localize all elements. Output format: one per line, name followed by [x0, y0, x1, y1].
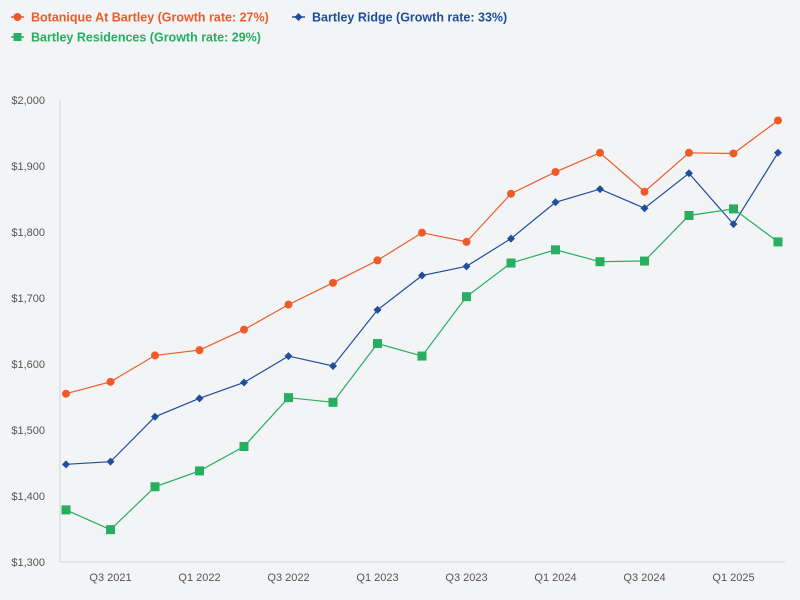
data-point[interactable] [106, 525, 115, 535]
data-point[interactable] [462, 262, 471, 271]
y-tick-label: $1,300 [11, 557, 45, 569]
legend-item-bartley-residences[interactable]: Bartley Residences (Growth rate: 29%) [11, 31, 261, 45]
data-point[interactable] [373, 339, 382, 349]
legend-item-bartley-ridge[interactable]: Bartley Ridge (Growth rate: 33%) [292, 11, 507, 25]
data-point[interactable] [106, 377, 115, 386]
data-point[interactable] [551, 167, 560, 176]
y-tick-label: $1,900 [11, 161, 45, 173]
data-point[interactable] [462, 237, 471, 246]
data-point[interactable] [329, 361, 337, 370]
data-point[interactable] [150, 482, 160, 492]
legend-marker-botanique [13, 13, 22, 21]
legend-label-bartley-ridge: Bartley Ridge (Growth rate: 33%) [312, 11, 507, 25]
data-point[interactable] [418, 228, 426, 237]
data-point[interactable] [240, 325, 248, 334]
data-point[interactable] [284, 352, 293, 361]
x-tick-label: Q3 2021 [89, 572, 131, 584]
data-point[interactable] [595, 257, 605, 267]
data-point[interactable] [729, 204, 738, 214]
data-point[interactable] [685, 148, 693, 157]
series-1 [62, 148, 782, 469]
data-point[interactable] [106, 457, 115, 466]
data-point[interactable] [284, 300, 293, 309]
x-tick-label: Q1 2024 [534, 572, 576, 584]
series-0 [62, 116, 782, 398]
legend-marker-bartley-ridge [294, 13, 303, 21]
series-line-2 [65, 208, 779, 531]
data-point[interactable] [373, 256, 382, 265]
data-point[interactable] [596, 185, 604, 194]
x-tick-label: Q1 2023 [356, 572, 398, 584]
data-point[interactable] [151, 351, 159, 360]
data-point[interactable] [774, 116, 782, 125]
data-point[interactable] [462, 292, 471, 302]
data-point[interactable] [506, 258, 516, 268]
data-point[interactable] [195, 346, 204, 355]
x-tick-label: Q3 2024 [623, 572, 665, 584]
series-2 [61, 204, 783, 535]
data-point[interactable] [684, 211, 694, 220]
x-tick-label: Q1 2022 [178, 572, 220, 584]
data-point[interactable] [284, 393, 293, 403]
data-point[interactable] [685, 169, 693, 178]
data-point[interactable] [729, 220, 738, 229]
data-point[interactable] [239, 442, 249, 451]
data-point[interactable] [195, 394, 204, 403]
data-point[interactable] [551, 245, 560, 255]
data-point[interactable] [418, 271, 426, 280]
data-point[interactable] [328, 397, 338, 407]
legend-item-botanique[interactable]: Botanique At Bartley (Growth rate: 27%) [11, 11, 269, 25]
y-tick-label: $2,000 [11, 95, 45, 107]
axes: $1,300 $1,400 $1,500 $1,600 $1,700 $1,800 $1,9… [11, 95, 785, 584]
series-layer [61, 116, 783, 535]
data-point[interactable] [774, 148, 782, 157]
data-point[interactable] [507, 234, 515, 243]
legend-marker-bartley-residences [13, 33, 22, 41]
y-tick-label: $1,500 [11, 425, 45, 437]
data-point[interactable] [596, 148, 604, 157]
data-point[interactable] [61, 505, 71, 515]
data-point[interactable] [62, 389, 70, 398]
y-tick-label: $1,400 [11, 491, 45, 503]
data-point[interactable] [640, 187, 649, 196]
legend-label-botanique: Botanique At Bartley (Growth rate: 27%) [31, 11, 269, 25]
data-point[interactable] [729, 149, 738, 158]
data-point[interactable] [195, 466, 204, 476]
data-point[interactable] [151, 412, 159, 421]
data-point[interactable] [373, 305, 382, 314]
y-tick-label: $1,600 [11, 359, 45, 371]
y-tick-label: $1,800 [11, 227, 45, 239]
data-point[interactable] [640, 204, 649, 213]
data-point[interactable] [507, 189, 515, 198]
legend-label-bartley-residences: Bartley Residences (Growth rate: 29%) [31, 31, 261, 45]
series-line-1 [65, 152, 779, 465]
data-point[interactable] [240, 378, 248, 387]
data-point[interactable] [551, 198, 560, 207]
data-point[interactable] [773, 237, 783, 247]
legend: Botanique At Bartley (Growth rate: 27%) … [11, 11, 507, 45]
x-tick-label: Q3 2023 [445, 572, 487, 584]
data-point[interactable] [329, 278, 337, 287]
x-tick-label: Q3 2022 [267, 572, 309, 584]
x-tick-label: Q1 2025 [712, 572, 754, 584]
data-point[interactable] [640, 256, 649, 266]
y-tick-label: $1,700 [11, 293, 45, 305]
data-point[interactable] [62, 460, 70, 469]
data-point[interactable] [417, 351, 427, 361]
